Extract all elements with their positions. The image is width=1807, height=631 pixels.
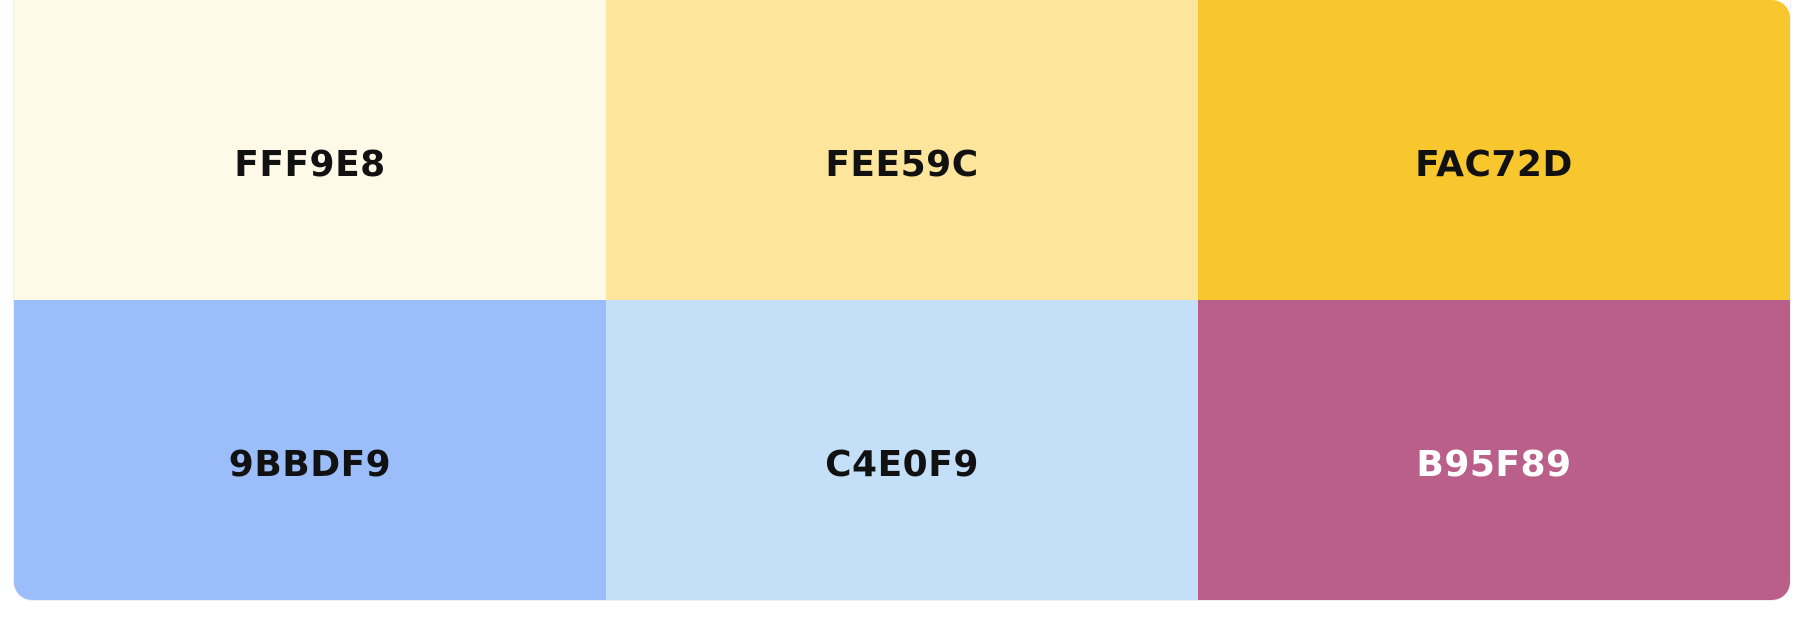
swatch-hex-label: FAC72D bbox=[1415, 144, 1573, 185]
swatch-hex-label: C4E0F9 bbox=[825, 444, 979, 485]
swatch-fff9e8[interactable]: FFF9E8 bbox=[14, 0, 606, 300]
swatch-9bbdf9[interactable]: 9BBDF9 bbox=[14, 300, 606, 600]
swatch-hex-label: FEE59C bbox=[825, 144, 979, 185]
swatch-hex-label: FFF9E8 bbox=[234, 144, 386, 185]
swatch-b95f89[interactable]: B95F89 bbox=[1198, 300, 1790, 600]
color-palette: FFF9E8 FEE59C FAC72D 9BBDF9 C4E0F9 B95F8… bbox=[14, 0, 1790, 600]
swatch-hex-label: 9BBDF9 bbox=[228, 444, 392, 485]
swatch-fac72d[interactable]: FAC72D bbox=[1198, 0, 1790, 300]
swatch-c4e0f9[interactable]: C4E0F9 bbox=[606, 300, 1198, 600]
swatch-fee59c[interactable]: FEE59C bbox=[606, 0, 1198, 300]
swatch-hex-label: B95F89 bbox=[1416, 444, 1572, 485]
